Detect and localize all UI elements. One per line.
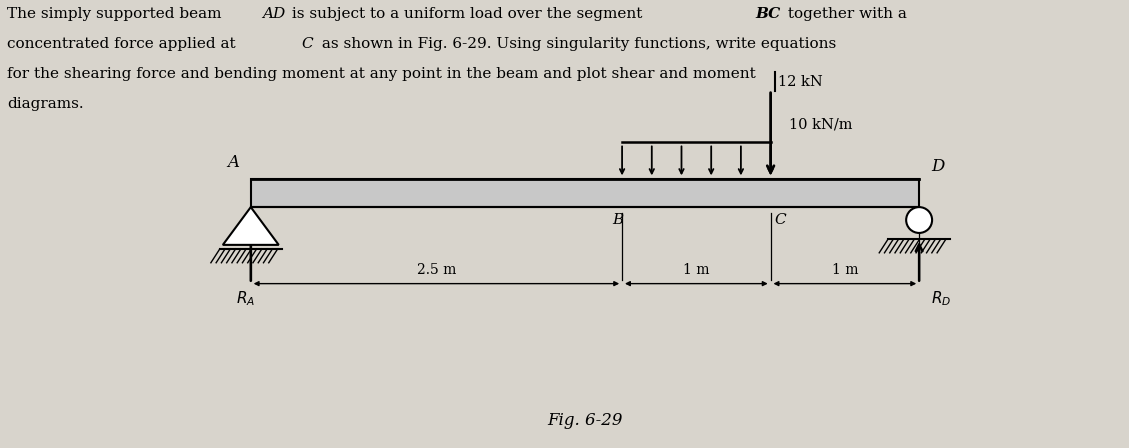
Text: C: C [774, 213, 786, 227]
Text: 1 m: 1 m [683, 263, 710, 277]
Text: 2.5 m: 2.5 m [417, 263, 456, 277]
Polygon shape [222, 207, 279, 245]
Text: as shown in Fig. 6-29. Using singularity functions, write equations: as shown in Fig. 6-29. Using singularity… [316, 37, 835, 51]
Text: 10 kN/m: 10 kN/m [788, 117, 852, 132]
Text: concentrated force applied at: concentrated force applied at [8, 37, 240, 51]
Text: Fig. 6-29: Fig. 6-29 [548, 412, 623, 429]
Text: $R_D$: $R_D$ [931, 289, 952, 308]
Text: $R_A$: $R_A$ [236, 289, 255, 308]
Text: 12 kN: 12 kN [778, 75, 822, 89]
Text: for the shearing force and bending moment at any point in the beam and plot shea: for the shearing force and bending momen… [8, 67, 756, 81]
Text: A: A [227, 154, 239, 171]
Text: diagrams.: diagrams. [8, 97, 84, 111]
Text: D: D [931, 158, 945, 175]
Text: 1 m: 1 m [832, 263, 858, 277]
Text: BC: BC [755, 7, 781, 22]
Bar [251, 179, 919, 207]
Circle shape [907, 207, 933, 233]
Text: B: B [612, 213, 623, 227]
Text: The simply supported beam: The simply supported beam [8, 7, 227, 22]
Text: is subject to a uniform load over the segment: is subject to a uniform load over the se… [287, 7, 647, 22]
Text: C: C [301, 37, 313, 51]
Text: AD: AD [262, 7, 285, 22]
Text: together with a: together with a [784, 7, 908, 22]
